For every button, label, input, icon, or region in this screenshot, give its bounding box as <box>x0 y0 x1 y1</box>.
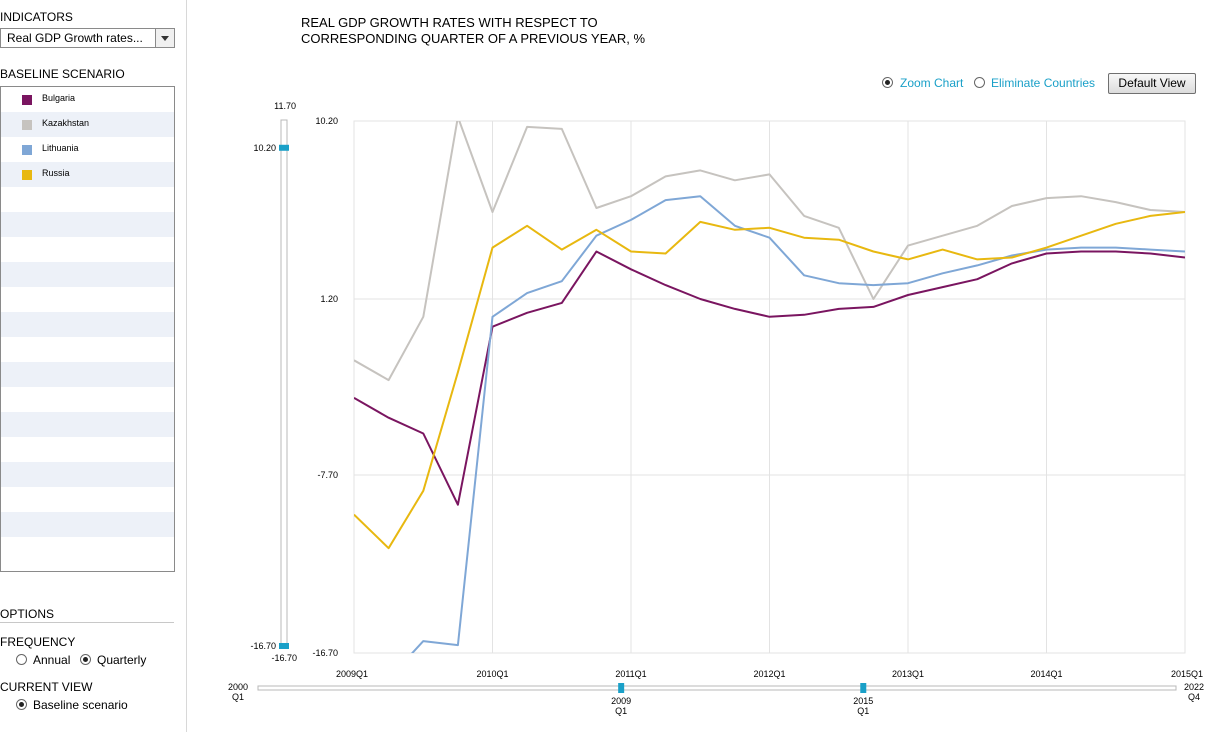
zoom-chart-radio[interactable] <box>882 77 893 88</box>
legend-label: Russia <box>42 168 70 178</box>
legend-row-background <box>1 362 174 387</box>
y-tick-label: 1.20 <box>320 294 338 304</box>
indicators-label: INDICATORS <box>0 10 73 24</box>
indicator-dropdown-button[interactable] <box>155 29 174 47</box>
x-tick-label: 2014Q1 <box>1030 669 1062 679</box>
series-line-lithuania <box>410 195 1185 653</box>
chart-title: REAL GDP GROWTH RATES WITH RESPECT TO CO… <box>301 15 645 47</box>
options-label: OPTIONS <box>0 607 55 621</box>
hslider-start-quarter: Q1 <box>232 692 244 702</box>
legend-row-background <box>1 487 174 512</box>
series-line-russia <box>354 211 1185 550</box>
indicator-select[interactable]: Real GDP Growth rates... <box>0 28 175 48</box>
legend-swatch <box>22 145 32 155</box>
eliminate-countries-label[interactable]: Eliminate Countries <box>991 76 1096 90</box>
vslider-lower-handle[interactable] <box>279 643 289 649</box>
legend-row-background <box>1 262 174 287</box>
vslider-upper-handle-label: 10.20 <box>253 143 276 153</box>
default-view-button[interactable]: Default View <box>1108 73 1196 94</box>
hslider-end-year: 2022 <box>1184 682 1204 692</box>
legend-row-background <box>1 337 174 362</box>
frequency-label: FREQUENCY <box>0 635 76 649</box>
legend-label: Bulgaria <box>42 93 76 103</box>
vslider-min-label: -16.70 <box>271 653 297 663</box>
x-tick-label: 2015Q1 <box>1171 669 1203 679</box>
legend-row-background <box>1 287 174 312</box>
legend-row-background <box>1 412 174 437</box>
plot-area <box>353 120 1186 654</box>
y-tick-label: 10.20 <box>315 116 338 126</box>
y-tick-label: -16.70 <box>312 648 338 658</box>
chart-title-line-1: REAL GDP GROWTH RATES WITH RESPECT TO <box>301 15 598 30</box>
current-view-value[interactable]: Baseline scenario <box>33 698 128 712</box>
hslider-left-handle-quarter: Q1 <box>615 706 627 716</box>
hslider-right-handle-year: 2015 <box>853 696 873 706</box>
legend-row-background <box>1 437 174 462</box>
hslider-start-year: 2000 <box>228 682 248 692</box>
sidebar: INDICATORS Real GDP Growth rates... BASE… <box>0 0 187 732</box>
legend-item-russia[interactable]: Russia <box>1 162 174 187</box>
legend-swatch <box>22 170 32 180</box>
baseline-scenario-label: BASELINE SCENARIO <box>0 67 125 81</box>
legend-label: Kazakhstan <box>42 118 90 128</box>
country-legend: Bulgaria Kazakhstan Lithuania Russia <box>0 86 175 572</box>
legend-item-lithuania[interactable]: Lithuania <box>1 137 174 162</box>
frequency-quarterly-radio[interactable] <box>80 654 91 665</box>
legend-row-background <box>1 512 174 537</box>
y-tick-label: -7.70 <box>317 470 338 480</box>
x-tick-label: 2011Q1 <box>615 669 646 679</box>
options-divider <box>0 622 174 623</box>
hslider-end-quarter: Q4 <box>1188 692 1200 702</box>
x-tick-label: 2009Q1 <box>336 669 368 679</box>
zoom-chart-label[interactable]: Zoom Chart <box>900 76 964 90</box>
legend-row-background <box>1 212 174 237</box>
legend-row-background <box>1 537 174 562</box>
x-tick-label: 2012Q1 <box>753 669 785 679</box>
vslider-max-label: 11.70 <box>274 101 296 111</box>
x-tick-label: 2010Q1 <box>476 669 508 679</box>
hslider-left-handle[interactable] <box>618 683 625 693</box>
legend-row-background <box>1 312 174 337</box>
legend-item-kazakhstan[interactable]: Kazakhstan <box>1 112 174 137</box>
legend-swatch <box>22 95 32 105</box>
current-view-radio[interactable] <box>16 699 27 710</box>
series-line-kazakhstan <box>354 121 1185 382</box>
legend-label: Lithuania <box>42 143 79 153</box>
indicator-select-value: Real GDP Growth rates... <box>7 31 143 45</box>
vslider-upper-handle[interactable] <box>279 144 289 151</box>
hslider-right-handle-quarter: Q1 <box>857 706 869 716</box>
vertical-range-slider[interactable] <box>280 119 288 647</box>
legend-row-background <box>1 237 174 262</box>
hslider-right-handle[interactable] <box>860 683 867 693</box>
series-line-bulgaria <box>354 250 1185 506</box>
legend-item-bulgaria[interactable]: Bulgaria <box>1 87 174 112</box>
x-tick-label: 2013Q1 <box>892 669 924 679</box>
legend-row-background <box>1 462 174 487</box>
horizontal-range-slider[interactable] <box>257 685 1177 691</box>
chart-title-line-2: CORRESPONDING QUARTER OF A PREVIOUS YEAR… <box>301 31 646 46</box>
legend-row-background <box>1 387 174 412</box>
legend-swatch <box>22 120 32 130</box>
eliminate-countries-radio[interactable] <box>974 77 985 88</box>
frequency-annual-radio[interactable] <box>16 654 27 665</box>
frequency-annual-label[interactable]: Annual <box>33 653 71 667</box>
chevron-down-icon <box>161 36 169 41</box>
frequency-quarterly-label[interactable]: Quarterly <box>97 653 147 667</box>
current-view-label: CURRENT VIEW <box>0 680 93 694</box>
vslider-lower-handle-label: -16.70 <box>250 641 276 651</box>
hslider-left-handle-year: 2009 <box>611 696 631 706</box>
legend-row-background <box>1 187 174 212</box>
